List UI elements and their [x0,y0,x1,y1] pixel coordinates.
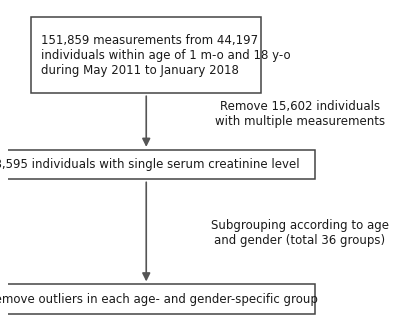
FancyBboxPatch shape [0,150,315,179]
Text: Remove 15,602 individuals
with multiple measurements: Remove 15,602 individuals with multiple … [215,100,385,128]
Text: 151,859 measurements from 44,197
individuals within age of 1 m-o and 18 y-o
duri: 151,859 measurements from 44,197 individ… [41,34,290,77]
Text: Subgrouping according to age
and gender (total 36 groups): Subgrouping according to age and gender … [211,219,389,247]
Text: 28,595 individuals with single serum creatinine level: 28,595 individuals with single serum cre… [0,158,300,171]
FancyBboxPatch shape [31,17,262,93]
FancyBboxPatch shape [0,284,315,314]
Text: Remove outliers in each age- and gender-specific group: Remove outliers in each age- and gender-… [0,293,318,306]
